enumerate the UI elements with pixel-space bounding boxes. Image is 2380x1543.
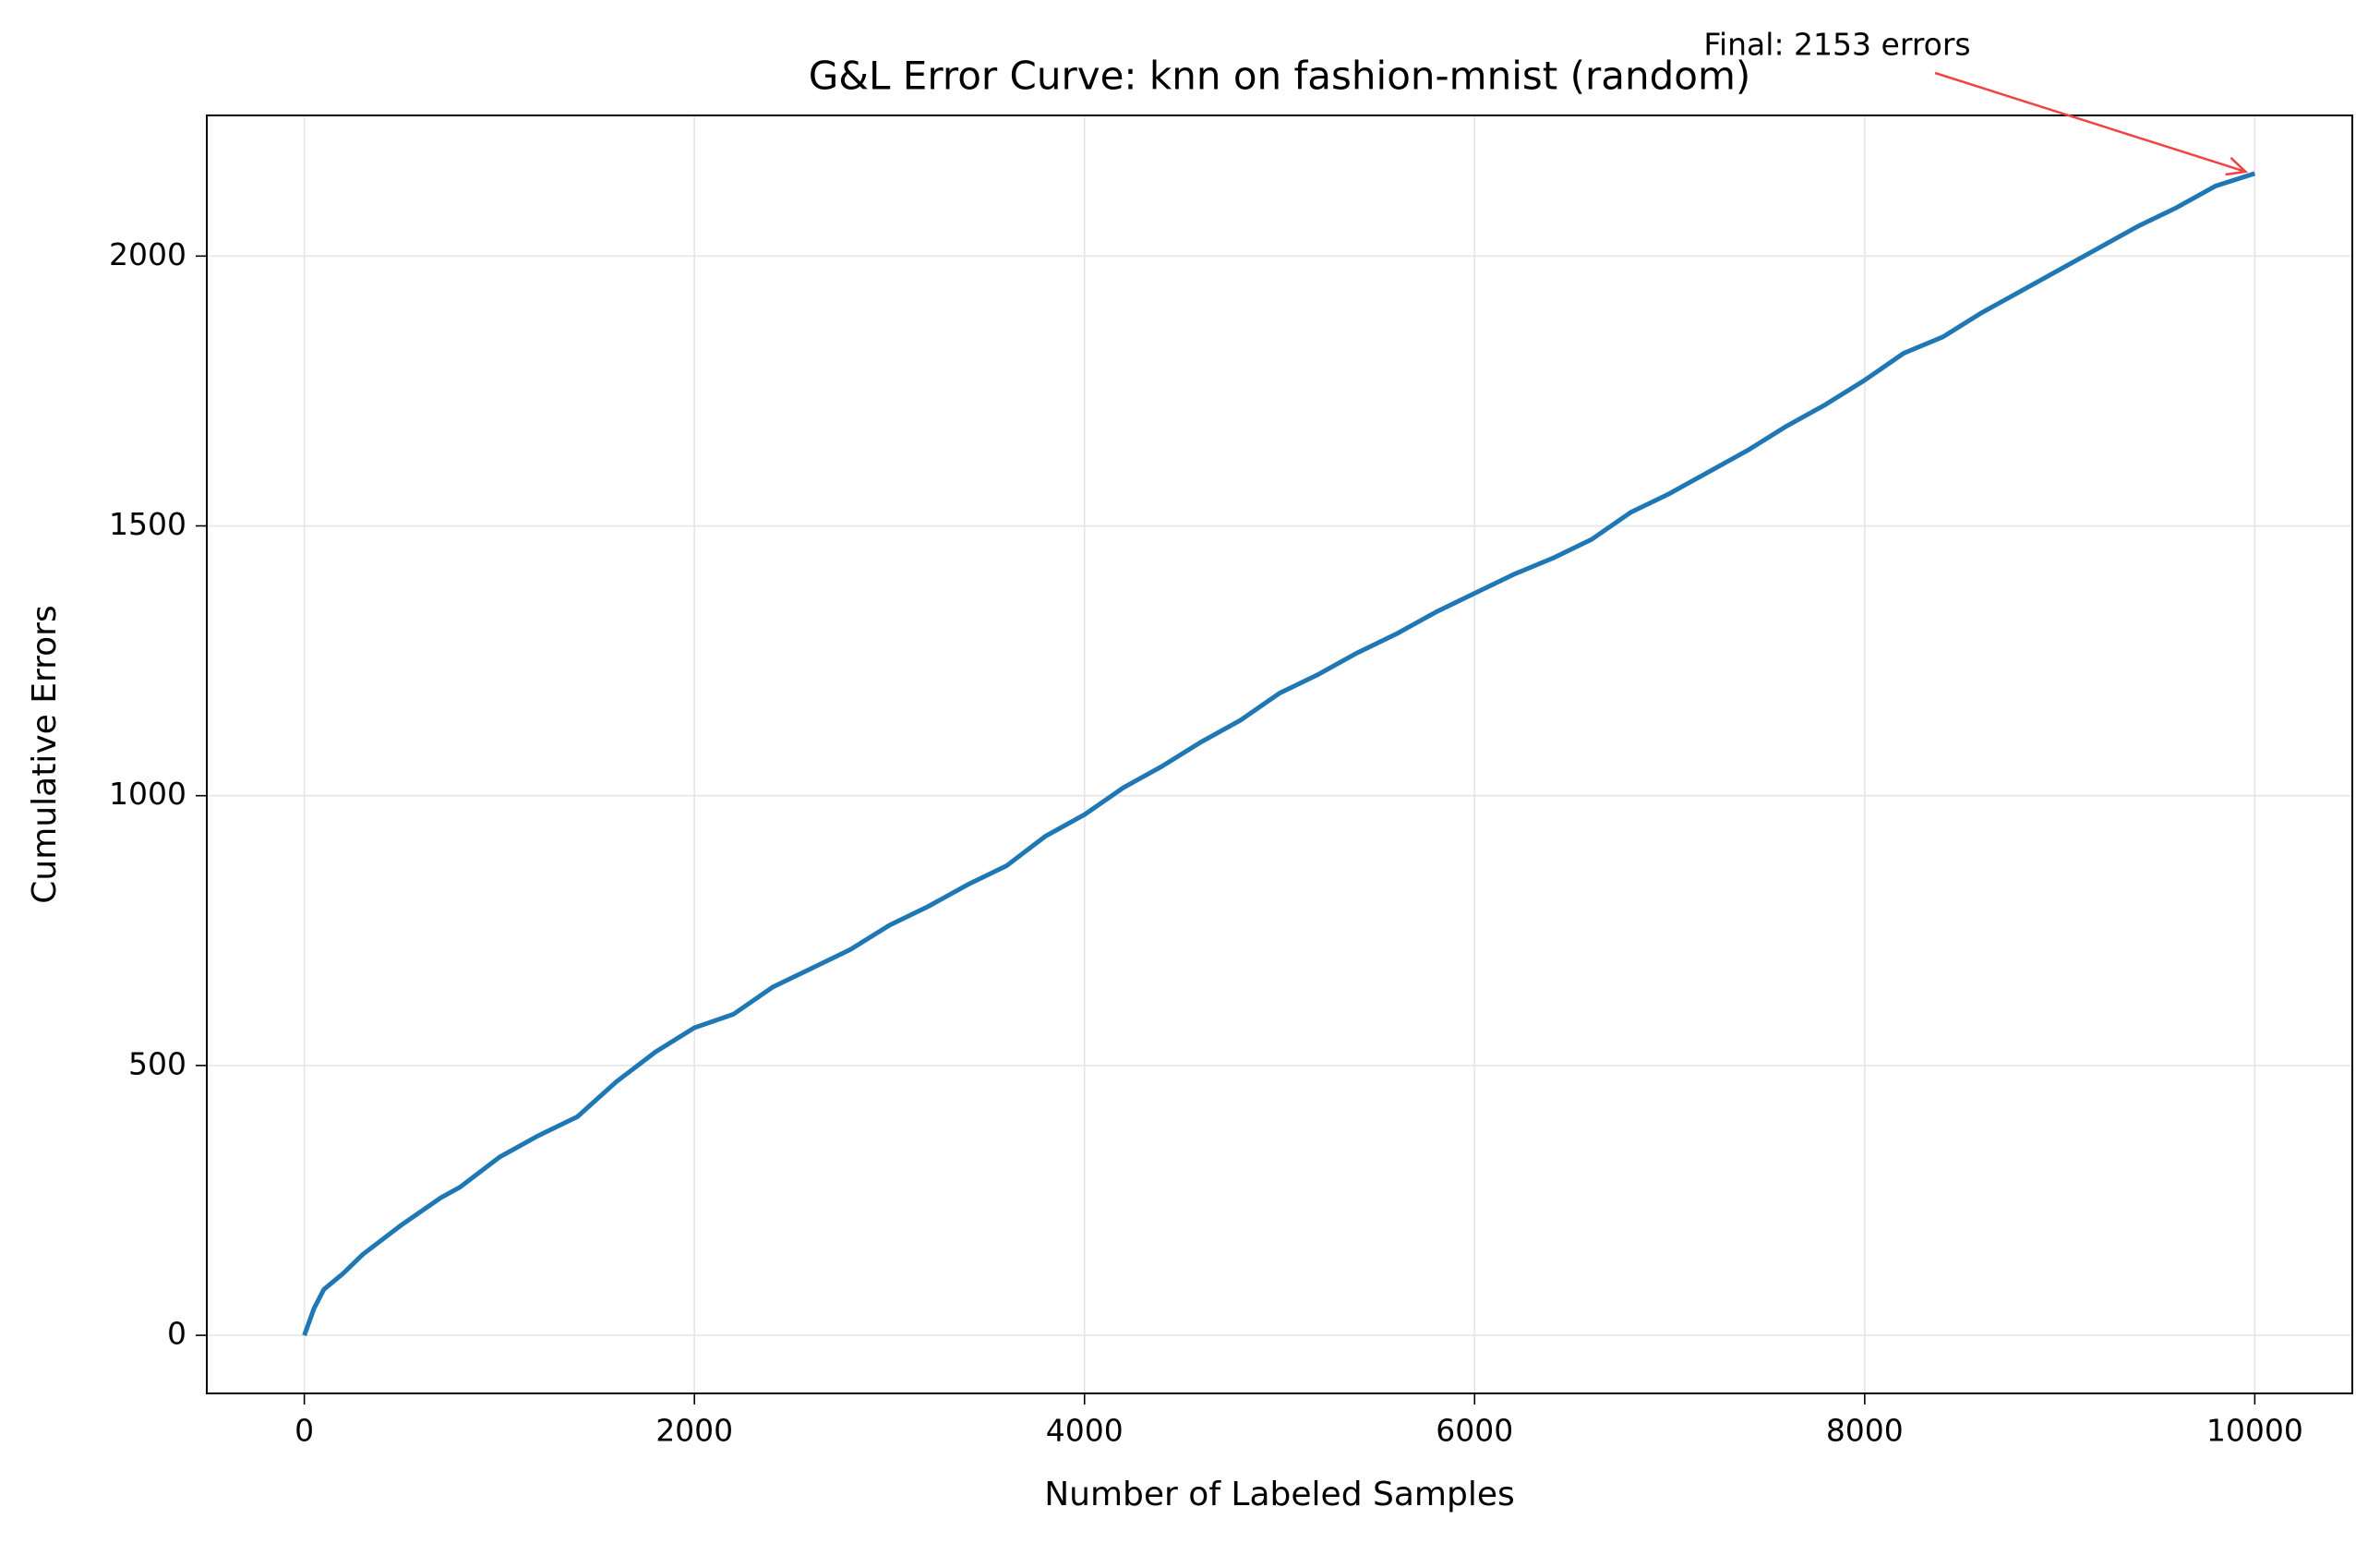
x-axis-label: Number of Labeled Samples	[1044, 1476, 1515, 1513]
y-tick-label: 500	[128, 1045, 186, 1081]
chart-title: G&L Error Curve: knn on fashion-mnist (r…	[809, 54, 1751, 99]
annotation-arrowhead	[2225, 156, 2249, 176]
x-tick-label: 4000	[1046, 1413, 1124, 1449]
x-tick-label: 2000	[655, 1413, 733, 1449]
plot-frame	[206, 115, 2353, 1394]
grid	[207, 115, 2352, 1393]
data-line	[302, 171, 2256, 1336]
y-tick-label: 1000	[109, 776, 186, 812]
x-tick-label: 0	[294, 1413, 314, 1449]
y-tick-label: 1500	[109, 506, 186, 542]
annotation: Final: 2153 errors	[1703, 27, 1970, 63]
y-tick-label: 0	[167, 1316, 186, 1352]
annotation-arrow	[1934, 71, 2246, 174]
y-axis-label: Cumulative Errors	[26, 605, 64, 903]
y-tick-label: 2000	[109, 236, 186, 272]
x-tick-label: 8000	[1826, 1413, 1904, 1449]
x-tick-label: 6000	[1436, 1413, 1513, 1449]
x-tick-label: 10000	[2206, 1413, 2303, 1449]
